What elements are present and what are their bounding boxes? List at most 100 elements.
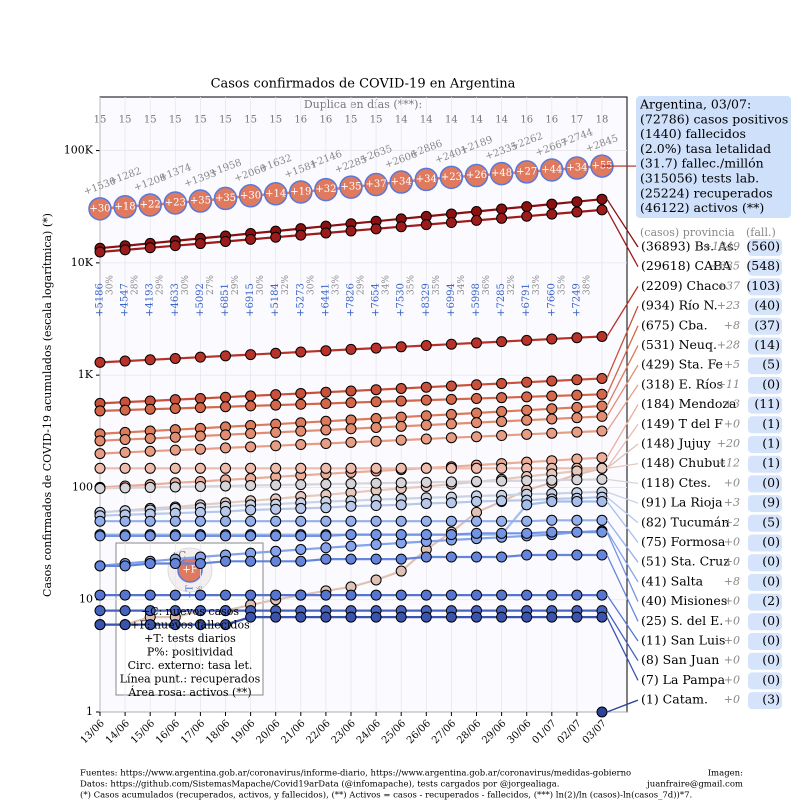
x-tick-label: 22/06 — [305, 718, 333, 746]
province-point — [169, 444, 181, 456]
label-connector — [606, 594, 639, 642]
province-point — [471, 551, 482, 563]
province-point — [571, 453, 583, 465]
province-point — [144, 619, 156, 631]
total-point — [263, 182, 288, 206]
province-point — [546, 208, 558, 220]
province-point — [521, 515, 533, 527]
province-point — [571, 332, 583, 344]
legend-note: P%: positividad — [147, 646, 233, 659]
province-point — [194, 351, 206, 363]
province-point — [370, 589, 382, 601]
province-point — [270, 399, 282, 411]
province-point — [94, 356, 106, 368]
province-point — [521, 527, 533, 539]
province-point — [119, 605, 131, 617]
province-point — [169, 240, 181, 252]
province-point — [370, 529, 382, 541]
province-label: (2209) Chaco — [641, 278, 726, 293]
province-point — [320, 530, 332, 542]
province-point — [471, 527, 482, 539]
province-point — [245, 428, 257, 440]
province-point — [220, 555, 231, 567]
total-point — [339, 175, 363, 199]
province-point — [169, 558, 181, 570]
doubling-days: 16 — [320, 115, 333, 126]
province-point — [546, 198, 558, 210]
deaths-bg — [748, 376, 782, 394]
x-tick-label: 23/06 — [330, 718, 358, 746]
province-point — [471, 337, 482, 349]
province-point — [194, 619, 206, 631]
province-point — [270, 555, 282, 567]
province-label: (429) Sta. Fe — [641, 357, 723, 372]
label-connector — [606, 554, 639, 622]
province-point — [496, 415, 508, 427]
positivity: 32% — [507, 275, 517, 295]
province-point — [395, 611, 407, 623]
summary-line: Argentina, 03/07: — [639, 97, 751, 112]
province-point — [496, 203, 508, 215]
new-deaths-label: +26 — [466, 170, 487, 181]
daily-tests: +7285 — [496, 283, 507, 317]
x-tick-label: 28/06 — [455, 718, 483, 746]
province-point — [169, 589, 181, 601]
province-point — [596, 473, 608, 485]
province-point — [194, 430, 206, 442]
province-point — [596, 495, 608, 507]
province-point — [420, 340, 432, 352]
province-point — [220, 605, 231, 617]
province-point — [521, 210, 533, 222]
deaths-bg — [748, 396, 782, 414]
province-deaths: (11) — [754, 396, 780, 411]
total-point — [88, 197, 112, 221]
province-point — [270, 515, 282, 527]
province-point — [420, 433, 432, 445]
province-point — [144, 462, 156, 474]
province-point — [295, 589, 307, 601]
province-point — [395, 382, 407, 394]
province-point — [370, 384, 382, 396]
label-connector — [606, 519, 639, 563]
province-point — [320, 502, 332, 514]
province-point — [320, 542, 332, 554]
doubling-days: 16 — [294, 115, 307, 126]
daily-tests: +7654 — [371, 283, 382, 317]
province-point — [194, 402, 206, 414]
province-point — [596, 462, 608, 474]
province-point — [546, 611, 558, 623]
province-point — [169, 431, 181, 443]
province-point — [496, 377, 508, 389]
province-point — [245, 515, 257, 527]
province-label: (148) Jujuy — [641, 436, 712, 451]
province-point — [521, 334, 533, 346]
new-deaths-label: +22 — [140, 199, 161, 210]
province-point — [370, 515, 382, 527]
province-point — [345, 385, 357, 397]
province-point — [420, 381, 432, 393]
province-point — [245, 349, 257, 361]
province-point — [496, 406, 508, 418]
doubling-days: 15 — [144, 115, 157, 126]
province-point — [496, 527, 508, 539]
province-point — [571, 196, 583, 208]
deaths-bg — [748, 613, 782, 631]
province-point — [144, 515, 156, 527]
province-point — [345, 462, 357, 474]
new-deaths-label: +18 — [115, 201, 136, 212]
doubling-days: 14 — [470, 115, 483, 126]
x-tick-label: 30/06 — [505, 718, 533, 746]
province-point — [395, 499, 407, 511]
label-connector — [606, 531, 639, 602]
label-connector — [606, 404, 639, 459]
doubling-days: 15 — [194, 115, 207, 126]
lines: +30+1530+18+1282+22+1208+23+1374+35+1393… — [82, 127, 620, 718]
province-point — [119, 355, 131, 367]
daily-tests: +5186 — [95, 283, 106, 317]
province-deaths: (40) — [754, 298, 780, 313]
province-point — [144, 589, 156, 601]
province-point — [345, 225, 357, 237]
deaths-bg — [748, 652, 782, 670]
subtitle: Duplica en días (***): — [304, 98, 422, 111]
new-deaths-label: +14 — [265, 188, 286, 199]
